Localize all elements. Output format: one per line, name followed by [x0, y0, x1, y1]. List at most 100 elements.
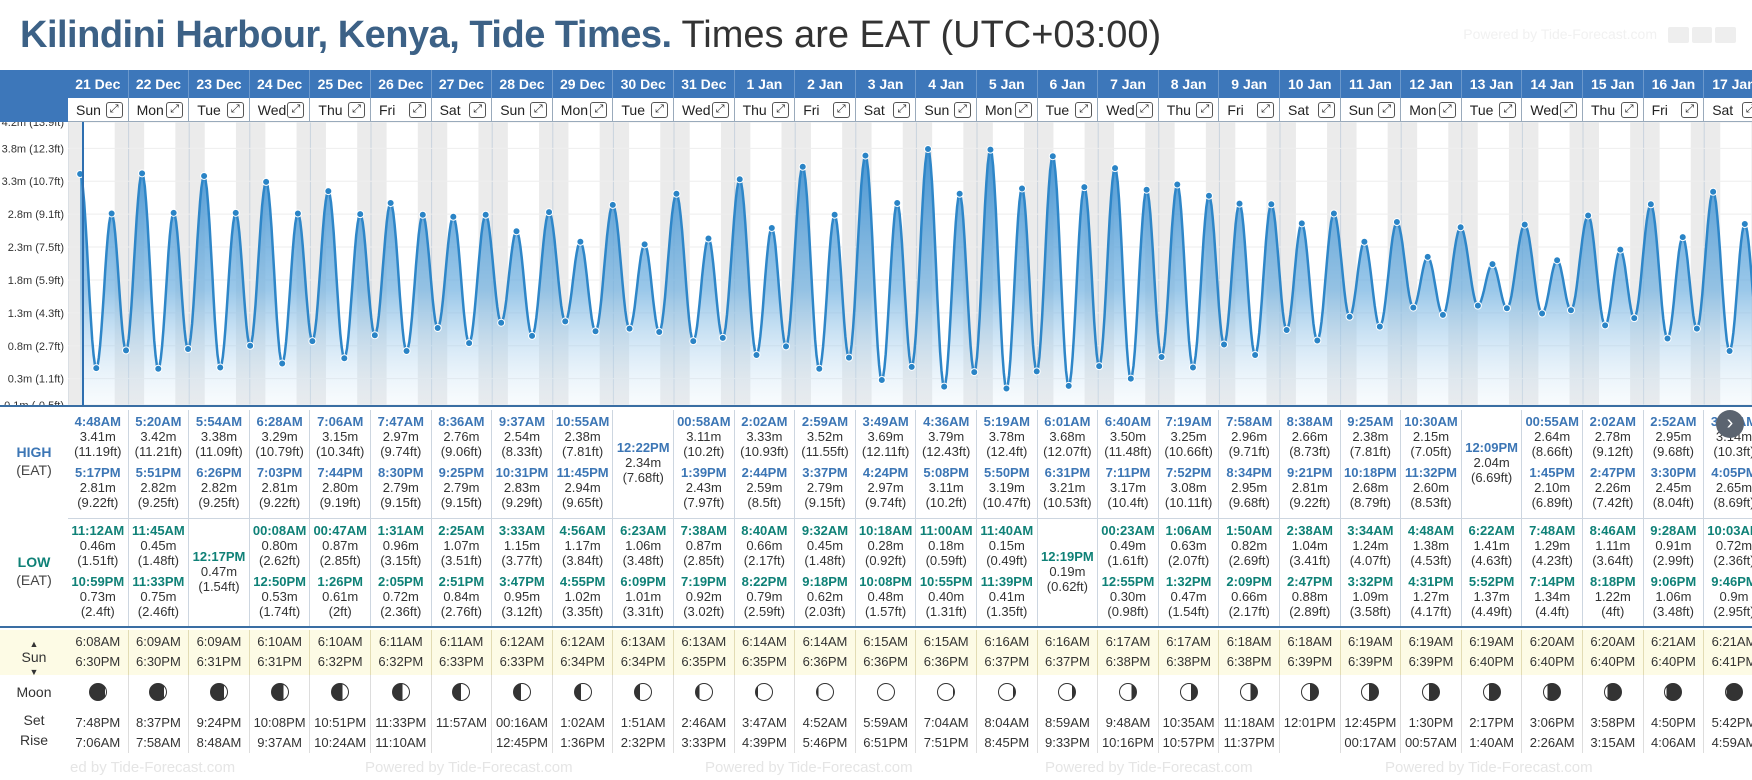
low-tide-entry: 9:18PM 0.62m (2.03ft) [795, 574, 855, 619]
expand-day-button[interactable]: ⤢ [832, 102, 850, 118]
expand-day-button[interactable]: ⤢ [1499, 102, 1517, 118]
day-cell-19: Fri ⤢ [1219, 98, 1280, 122]
moon-phase-icon [149, 683, 168, 701]
expand-day-button[interactable]: ⤢ [469, 102, 487, 118]
expand-day-button[interactable]: ⤢ [408, 102, 426, 118]
expand-day-button[interactable]: ⤢ [1378, 102, 1396, 118]
expand-day-button[interactable]: ⤢ [1256, 102, 1274, 118]
low-tide-feet: (3.12ft) [501, 604, 543, 619]
low-tide-meters: 0.47m [1170, 589, 1207, 604]
high-tide-feet: (12.07ft) [1043, 444, 1092, 459]
low-tide-cell-11: 8:40AM 0.66m (2.17ft) 8:22PM 0.79m (2.59ft) [734, 519, 796, 626]
expand-day-button[interactable]: ⤢ [1317, 102, 1335, 118]
high-tide-entry: 5:50PM 3.19m (10.47ft) [977, 465, 1037, 510]
low-tide-time: 12:50PM [253, 574, 306, 589]
high-tide-point [1173, 180, 1182, 189]
high-tide-entry: 11:45PM 2.94m (9.65ft) [553, 465, 613, 510]
moon-cell-21: 12:45PM 00:17AM [1341, 675, 1402, 753]
day-name: Tue [1045, 102, 1070, 118]
moonrise-time: 7:06AM [75, 735, 121, 750]
expand-day-button[interactable]: ⤢ [347, 102, 365, 118]
low-tide-meters: 1.29m [1534, 538, 1571, 553]
low-tide-point [1692, 324, 1701, 333]
high-tide-cell-13: 3:49AM 3.69m (12.11ft) 4:24PM 2.97m (9.74ft) [855, 410, 917, 518]
expand-day-button[interactable]: ⤢ [1741, 102, 1752, 118]
moon-phase-icon [270, 683, 289, 701]
expand-day-button[interactable]: ⤢ [893, 102, 911, 118]
sun-row [0, 630, 1752, 675]
low-tide-entry: 3:32PM 1.09m (3.58ft) [1341, 574, 1401, 619]
expand-day-button[interactable]: ⤢ [166, 102, 184, 118]
low-tide-meters: 0.66m [746, 538, 783, 553]
moonset-label: Set [23, 712, 45, 728]
expand-day-button[interactable]: ⤢ [1438, 102, 1456, 118]
expand-day-button[interactable]: ⤢ [650, 102, 668, 118]
low-tide-feet: (2.03ft) [804, 604, 846, 619]
tide-chart: -0.1m (-0.5ft) 0.3m (1.1ft) 0.8m (2.7ft) 1.… [0, 122, 1752, 407]
high-tide-feet: (6.89ft) [1531, 495, 1573, 510]
high-tide-cell-3: 6:28AM 3.29m (10.79ft) 7:03PM 2.81m (9.22ft) [249, 410, 311, 518]
expand-day-button[interactable]: ⤢ [1196, 102, 1214, 118]
expand-day-button[interactable]: ⤢ [711, 102, 729, 118]
moon-phase-icon [512, 683, 531, 701]
high-tide-entry: 7:44PM 2.80m (9.19ft) [310, 465, 370, 510]
low-tide-entry: 7:19PM 0.92m (3.02ft) [674, 574, 734, 619]
low-tide-meters: 1.09m [1352, 589, 1389, 604]
sun-cell-19: 6:18AM 6:38PM [1219, 630, 1280, 675]
expand-day-button[interactable]: ⤢ [105, 102, 123, 118]
high-tide-meters: 2.82m [140, 480, 177, 495]
y-tick-label: 1.8m (5.9ft) [8, 275, 64, 287]
day-name: Thu [318, 102, 343, 118]
high-tide-meters: 2.82m [200, 480, 238, 495]
moonset-time: 1:51AM [620, 715, 666, 730]
next-days-button[interactable]: › [1716, 410, 1744, 438]
low-tide-point [1313, 336, 1322, 345]
low-tide-point [184, 345, 193, 354]
expand-day-button[interactable]: ⤢ [287, 102, 305, 118]
day-cell-14: Sun ⤢ [916, 98, 977, 122]
expand-day-button[interactable]: ⤢ [1620, 102, 1638, 118]
high-tide-entry: 4:24PM 2.97m (9.74ft) [856, 465, 916, 510]
low-tide-feet: (4.23ft) [1531, 553, 1573, 568]
expand-day-button[interactable]: ⤢ [953, 102, 971, 118]
high-tide-feet: (12.11ft) [861, 444, 910, 459]
low-tide-feet: (3.15ft) [380, 553, 422, 568]
low-tide-point [940, 382, 949, 391]
high-tide-feet: (9.74ft) [380, 444, 422, 459]
moonrise-time: 4:39PM [741, 735, 787, 750]
moonset-time: 8:59AM [1044, 715, 1090, 730]
high-tide-time: 9:25PM [438, 465, 485, 480]
moon-cell-16: 8:59AM 9:33PM [1038, 675, 1099, 753]
low-tide-point [154, 364, 163, 373]
chart-bottom-rule [0, 405, 1752, 407]
expand-day-button[interactable]: ⤢ [226, 102, 244, 118]
expand-day-button[interactable]: ⤢ [1075, 102, 1093, 118]
expand-day-button[interactable]: ⤢ [1135, 102, 1153, 118]
low-tide-point [402, 347, 411, 356]
expand-day-button[interactable]: ⤢ [772, 102, 790, 118]
low-tide-meters: 0.84m [443, 589, 480, 604]
moonset-time: 9:24PM [196, 715, 242, 730]
day-name: Sun [924, 102, 950, 118]
high-tide-entry: 10:30AM 2.15m (7.05ft) [1401, 414, 1461, 459]
expand-day-button[interactable]: ⤢ [1559, 102, 1577, 118]
expand-day-button[interactable]: ⤢ [529, 102, 547, 118]
expand-day-button[interactable]: ⤢ [1014, 102, 1032, 118]
moon-cell-11: 3:47AM 4:39PM [735, 675, 796, 753]
high-tide-feet: (9.19ft) [319, 495, 361, 510]
low-tide-cell-24: 7:48AM 1.29m (4.23ft) 7:14PM 1.34m (4.4ft) [1522, 519, 1583, 626]
sun-cell-0: 6:08AM 6:30PM [68, 630, 129, 675]
sun-cell-27: 6:21AM 6:41PM [1704, 630, 1752, 675]
high-tide-meters: 3.21m [1049, 480, 1086, 495]
high-tide-meters: 2.94m [564, 480, 601, 495]
sun-cell-11: 6:14AM 6:35PM [735, 630, 796, 675]
low-tide-point [216, 363, 225, 372]
low-tide-cell-16: 12:19PM 0.19m (0.62ft) [1037, 519, 1099, 626]
high-tide-entry: 5:17PM 2.81m (9.22ft) [68, 465, 128, 510]
expand-day-button[interactable]: ⤢ [590, 102, 608, 118]
low-tide-feet: (4.53ft) [1410, 553, 1452, 568]
low-tide-feet: (3.84ft) [562, 553, 604, 568]
expand-day-button[interactable]: ⤢ [1681, 102, 1699, 118]
moonset-time: 12:01PM [1283, 715, 1336, 730]
low-tide-time: 9:32AM [801, 523, 849, 538]
